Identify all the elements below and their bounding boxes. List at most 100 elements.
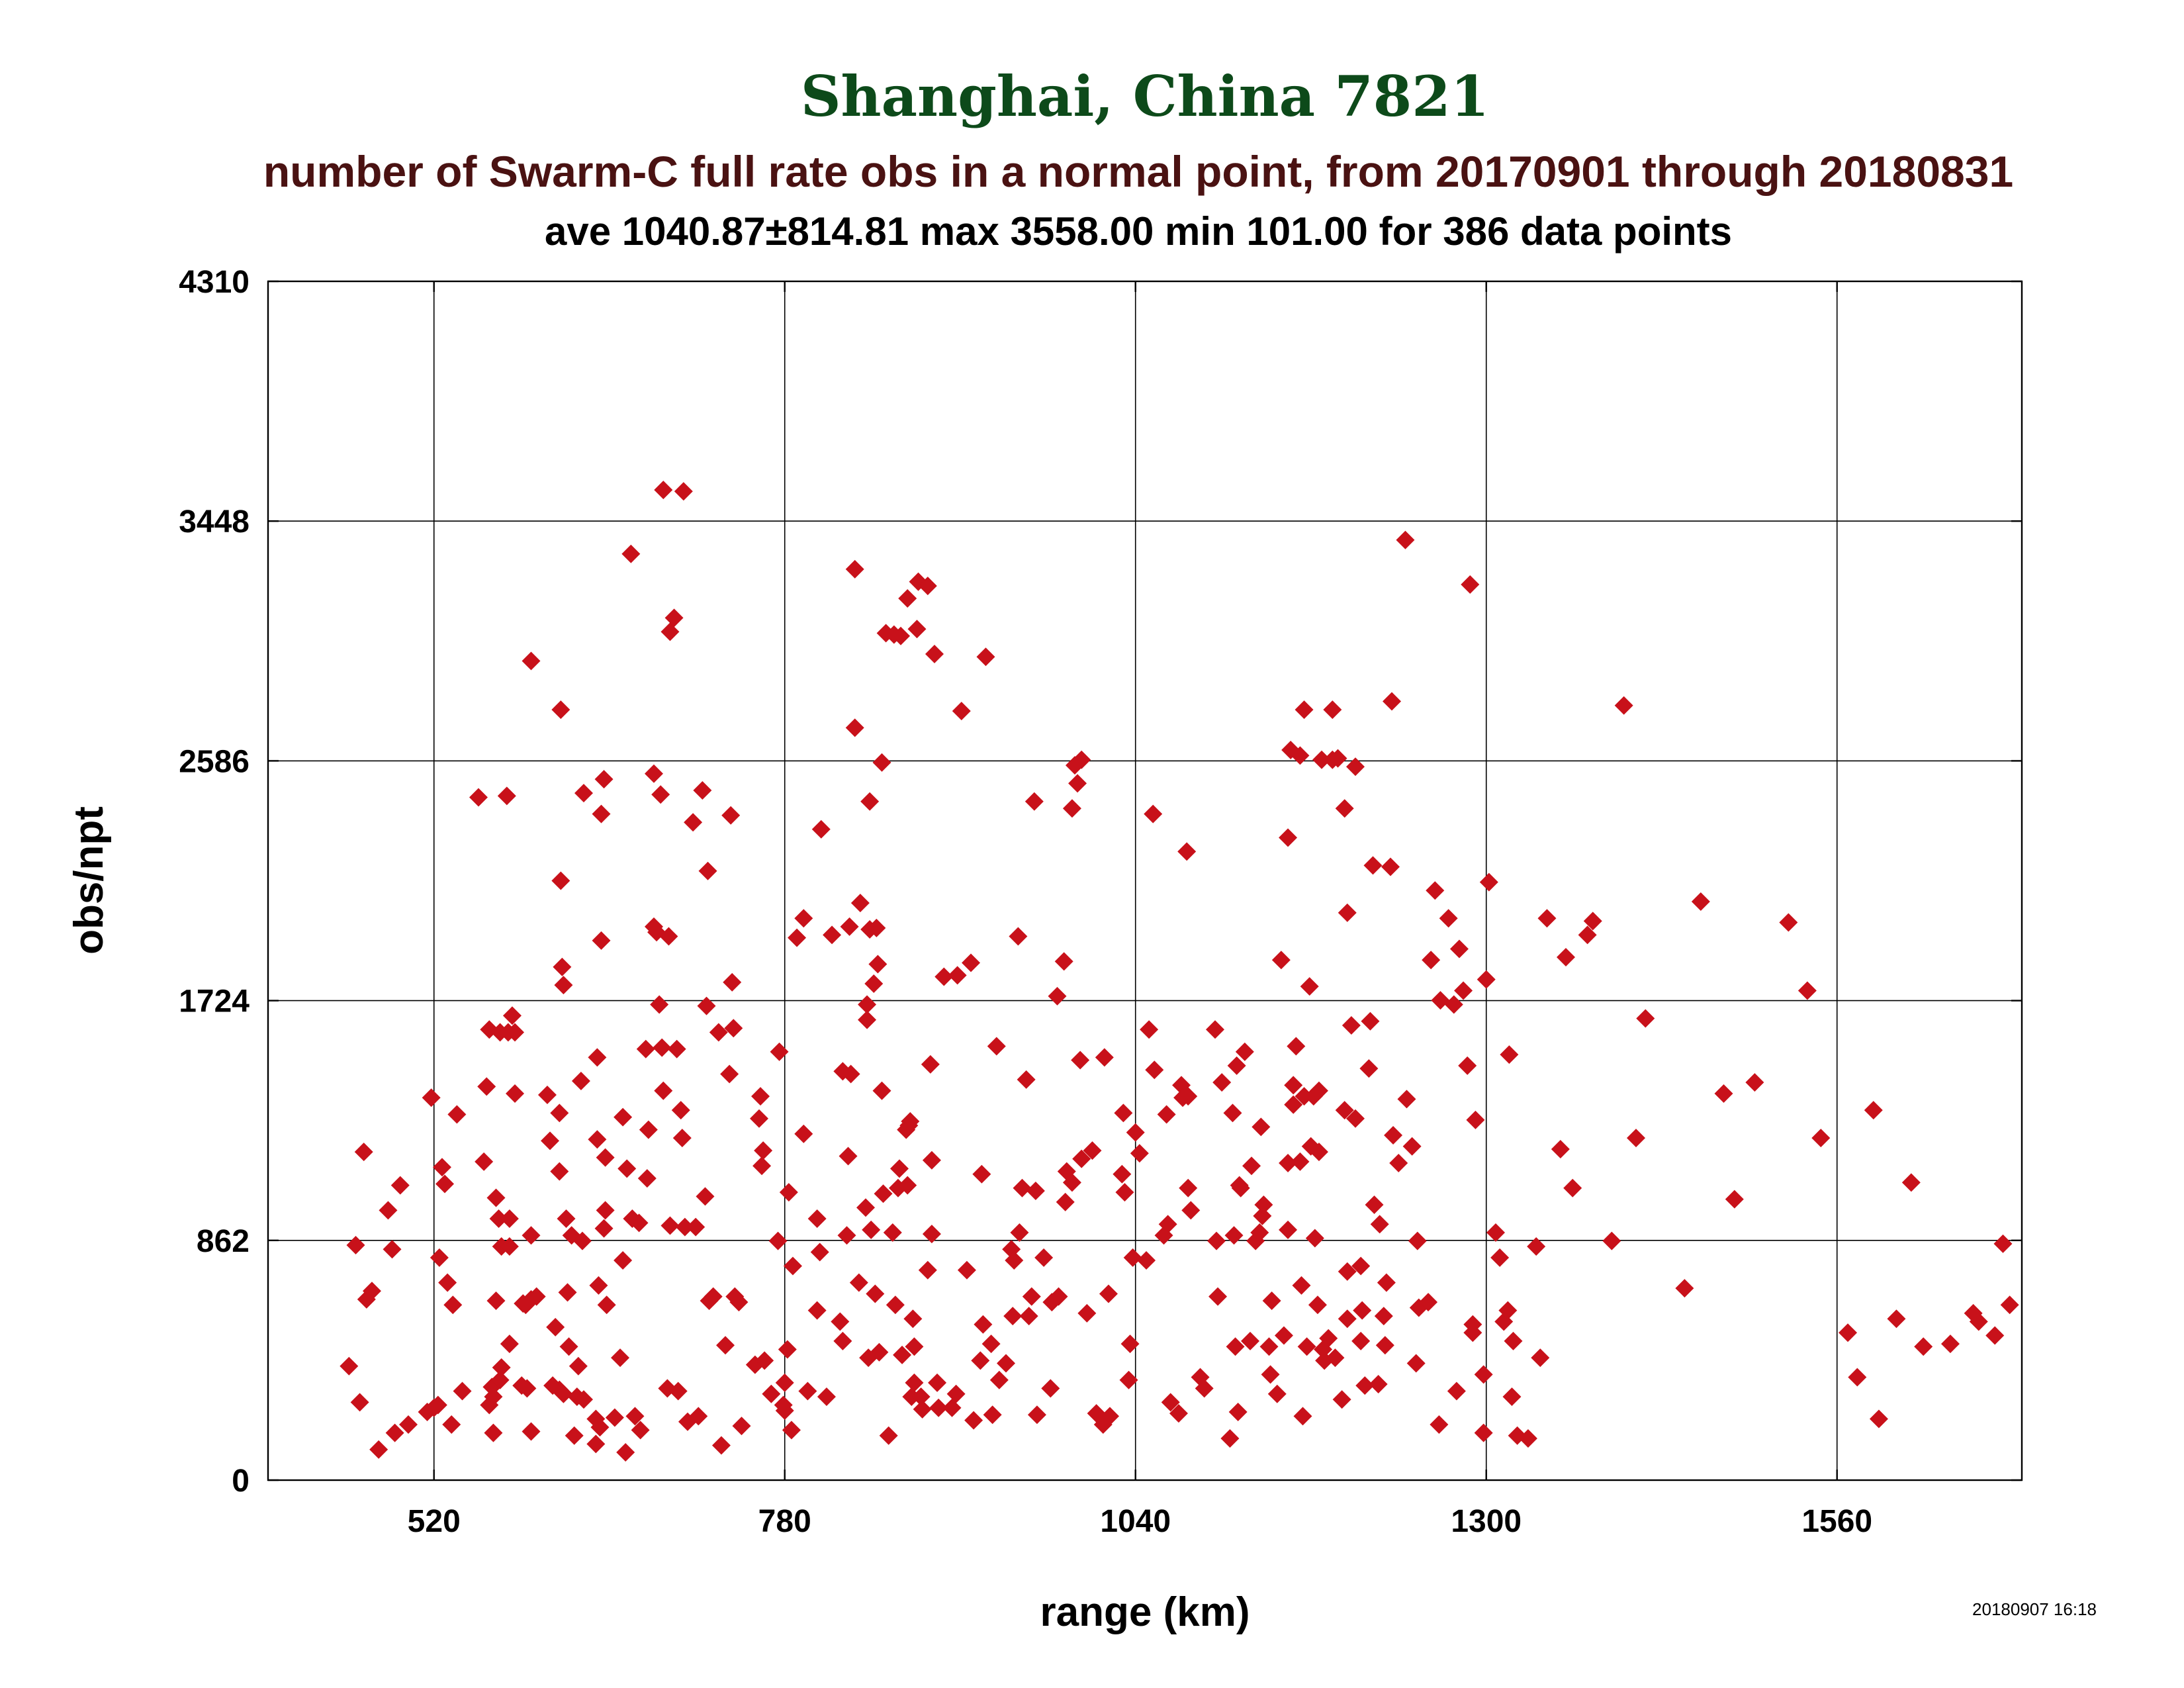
data-point <box>1328 749 1347 768</box>
data-point <box>506 1084 525 1103</box>
data-point <box>484 1423 503 1442</box>
data-point <box>1274 1326 1293 1345</box>
data-point <box>569 1356 588 1376</box>
data-point <box>1474 1423 1493 1442</box>
data-point <box>1454 981 1473 1000</box>
data-point <box>716 1336 735 1355</box>
data-point <box>989 1370 1009 1389</box>
y-tick-label: 4310 <box>179 265 250 300</box>
data-point <box>527 1287 546 1306</box>
data-point <box>1027 1405 1046 1425</box>
data-point <box>1056 1192 1075 1211</box>
data-point <box>1396 530 1415 549</box>
data-point <box>572 1231 592 1250</box>
data-point <box>1179 1178 1198 1197</box>
data-point <box>621 544 641 563</box>
data-point <box>841 1064 860 1084</box>
data-point <box>1940 1335 1960 1354</box>
data-point <box>1223 1103 1242 1123</box>
x-tick-label: 520 <box>408 1504 461 1539</box>
data-point <box>500 1335 519 1354</box>
data-point <box>492 1358 511 1377</box>
data-point <box>1009 927 1028 946</box>
data-point <box>671 1101 690 1120</box>
data-point <box>971 1351 990 1370</box>
y-tick-label: 1724 <box>179 984 250 1019</box>
data-point <box>1675 1279 1694 1298</box>
data-point <box>1402 1137 1422 1156</box>
data-point <box>489 1209 508 1229</box>
data-point <box>1375 1336 1394 1355</box>
data-point <box>1374 1307 1393 1326</box>
data-point <box>911 1387 931 1406</box>
data-point <box>586 1434 606 1454</box>
data-point <box>597 1295 616 1315</box>
data-point <box>1068 774 1087 793</box>
data-point <box>660 1216 680 1235</box>
data-point <box>435 1174 455 1194</box>
data-point <box>383 1240 402 1259</box>
data-point <box>921 1055 940 1074</box>
data-point <box>1389 1153 1408 1172</box>
data-point <box>901 1111 920 1131</box>
y-tick-label: 2586 <box>179 744 250 779</box>
data-point <box>1140 1020 1159 1039</box>
data-point <box>775 1401 794 1420</box>
data-point <box>500 1209 519 1229</box>
data-point <box>1259 1337 1279 1356</box>
data-point <box>823 925 842 945</box>
data-point <box>1691 892 1710 912</box>
data-point <box>1224 1226 1244 1245</box>
data-point <box>617 1159 637 1178</box>
data-point <box>614 1251 633 1270</box>
data-point <box>522 1226 541 1245</box>
data-point <box>1714 1084 1733 1103</box>
data-point <box>883 1223 902 1243</box>
data-point <box>1363 856 1383 875</box>
data-point <box>974 1315 993 1334</box>
data-point <box>1241 1331 1259 1350</box>
data-point <box>1126 1123 1145 1142</box>
x-tick-labels: 520 780 1040 1300 1560 <box>408 1504 1872 1539</box>
data-point <box>442 1415 461 1434</box>
data-point <box>905 1337 924 1356</box>
data-point <box>1041 1379 1060 1398</box>
data-point <box>551 700 570 720</box>
data-point <box>1062 799 1081 818</box>
data-point <box>1563 1178 1582 1197</box>
data-point <box>1297 1337 1316 1356</box>
data-point <box>362 1282 381 1301</box>
data-point <box>997 1354 1016 1373</box>
data-point <box>724 1019 743 1038</box>
data-point <box>1377 1273 1396 1292</box>
data-point <box>1839 1323 1858 1342</box>
data-point <box>490 1370 510 1389</box>
data-point <box>1869 1409 1888 1429</box>
data-point <box>667 1039 686 1058</box>
data-point <box>1486 1223 1505 1243</box>
data-point <box>1206 1020 1224 1039</box>
data-point <box>922 1150 941 1170</box>
data-point <box>1013 1178 1032 1197</box>
data-point <box>751 1087 770 1106</box>
data-point <box>693 780 712 800</box>
data-point <box>1312 750 1332 769</box>
data-point <box>1251 1117 1271 1137</box>
data-point <box>1504 1331 1523 1350</box>
data-point <box>729 1293 749 1312</box>
data-point <box>1130 1144 1149 1163</box>
data-point <box>1466 1110 1485 1129</box>
data-point <box>340 1356 359 1376</box>
plot-frame <box>267 280 2023 1481</box>
data-point <box>1779 913 1798 932</box>
data-point <box>1072 1149 1091 1168</box>
data-point <box>1034 1248 1054 1267</box>
data-point <box>596 1201 615 1220</box>
data-point <box>1231 1178 1250 1197</box>
data-point <box>929 1398 948 1417</box>
data-point <box>1381 857 1400 876</box>
data-point <box>898 1176 917 1195</box>
data-point <box>668 1382 688 1401</box>
data-point <box>432 1158 451 1177</box>
